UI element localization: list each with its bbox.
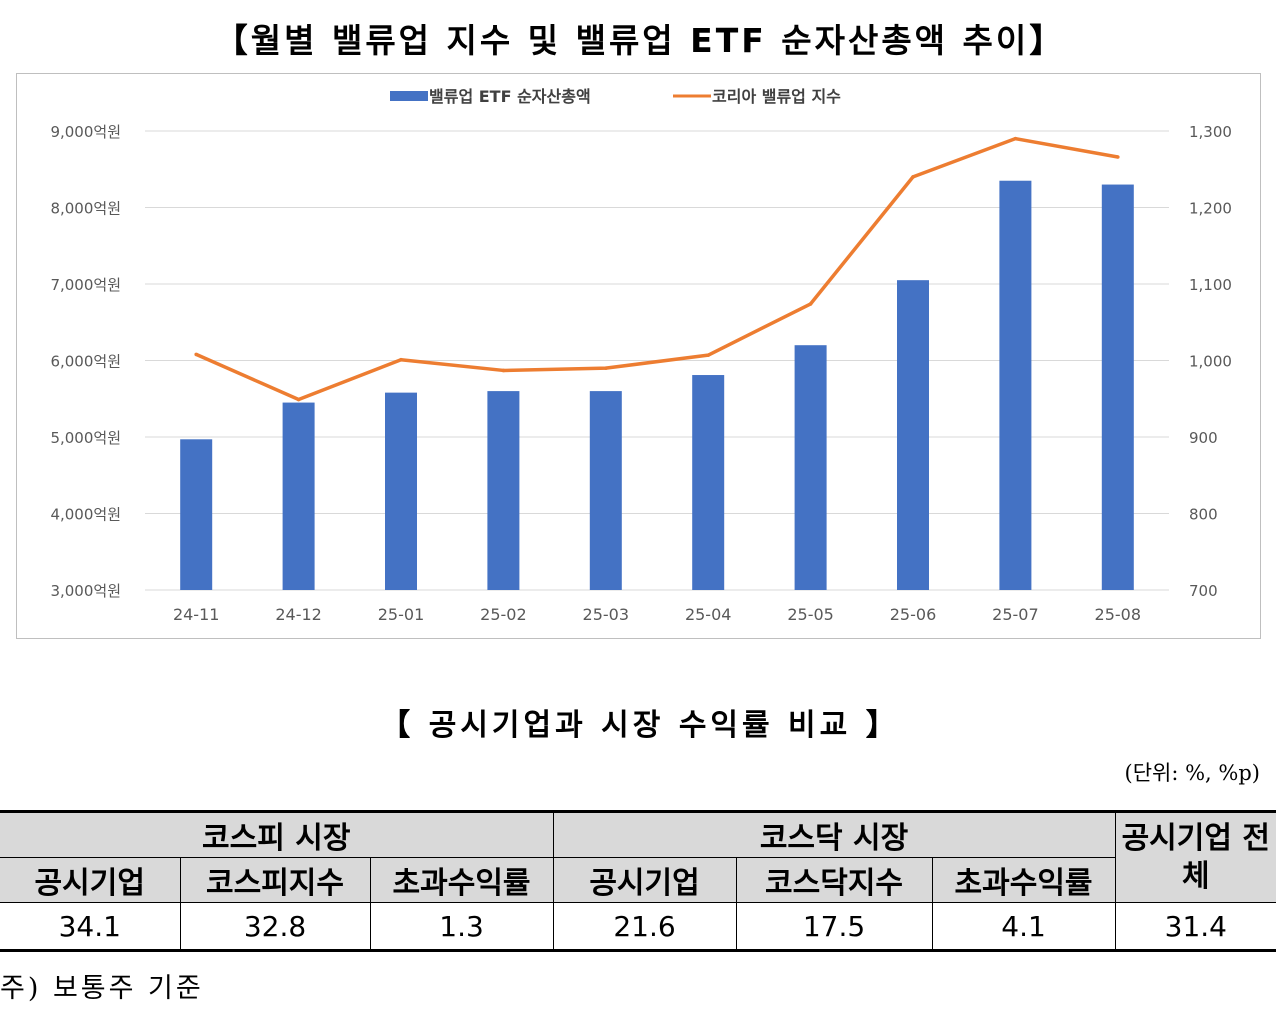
- table-cell: 1.3: [369, 902, 554, 952]
- y-right-tick-label: 1,100: [1189, 276, 1232, 294]
- table-cell: 34.1: [0, 902, 181, 952]
- bar: [1101, 184, 1134, 591]
- y-left-tick-label: 7,000억원: [50, 276, 121, 294]
- y-left-tick-label: 9,000억원: [50, 123, 121, 141]
- line-point: [706, 353, 710, 357]
- y-right-tick-label: 1,200: [1189, 200, 1232, 218]
- line-point: [911, 175, 915, 179]
- line-point: [604, 366, 608, 370]
- combo-chart: 3,000억원 700 4,000억원 800 5,000억원 900 6,000억원 1,0…: [50, 87, 1232, 624]
- x-tick-label: 25-04: [685, 605, 732, 624]
- legend-label: 밸류업 ETF 순자산총액: [429, 87, 591, 106]
- table-cell: 4.1: [931, 902, 1116, 952]
- y-right-tick-label: 900: [1189, 429, 1218, 447]
- line-point: [399, 357, 403, 362]
- bar: [692, 375, 725, 590]
- bar: [487, 391, 520, 590]
- col-header: 코스닥지수: [735, 857, 933, 903]
- y-left-tick-label: 6,000억원: [50, 353, 121, 371]
- y-left-tick-label: 3,000억원: [50, 582, 121, 600]
- x-tick-label: 24-11: [173, 605, 220, 624]
- chart-title: 【월별 밸류업 지수 및 밸류업 ETF 순자산총액 추이】: [214, 21, 1066, 60]
- bar: [999, 180, 1032, 590]
- x-tick-label: 25-01: [378, 605, 425, 624]
- table-title: 【 공시기업과 시장 수익률 비교 】: [380, 708, 900, 743]
- line-point: [296, 397, 301, 402]
- chart-area: 3,000억원 700 4,000억원 800 5,000억원 900 6,000억원 1,0…: [16, 73, 1261, 639]
- bar: [897, 280, 929, 590]
- group-header-all: 공시기업 전체: [1114, 810, 1277, 903]
- line-point: [501, 368, 506, 373]
- x-tick-label: 25-05: [787, 605, 834, 624]
- y-left-tick-label: 4,000억원: [50, 506, 121, 524]
- y-right-tick-label: 1,000: [1189, 353, 1232, 371]
- bar: [589, 391, 622, 590]
- table-cell: 32.8: [179, 902, 371, 952]
- table-cell: 17.5: [735, 902, 933, 952]
- table-cell: 21.6: [552, 902, 737, 952]
- x-tick-label: 25-02: [480, 605, 527, 624]
- bar: [180, 439, 213, 590]
- line-point: [1013, 136, 1018, 141]
- bar: [282, 402, 315, 590]
- y-right-tick-label: 1,300: [1189, 123, 1232, 141]
- footnote: 주) 보통주 기준: [0, 973, 204, 1004]
- line-point: [1116, 155, 1120, 159]
- col-header: 공시기업: [0, 857, 181, 903]
- bar: [385, 392, 417, 590]
- x-tick-label: 24-12: [275, 605, 322, 624]
- legend-swatch-bar: [390, 91, 428, 101]
- y-right-tick-label: 800: [1189, 506, 1218, 524]
- y-right-tick-label: 700: [1189, 582, 1218, 600]
- y-left-tick-label: 8,000억원: [50, 200, 121, 218]
- legend-label: 코리아 밸류업 지수: [712, 87, 841, 106]
- returns-comparison-table: 코스피 시장 코스닥 시장 공시기업 전체 공시기업 코스피지수 초과수익률 공…: [0, 810, 1277, 952]
- x-tick-label: 25-06: [890, 605, 937, 624]
- y-left-tick-label: 5,000억원: [50, 429, 121, 447]
- x-tick-label: 25-07: [992, 605, 1039, 624]
- group-header-kospi: 코스피 시장: [0, 810, 554, 858]
- table-cell: 31.4: [1114, 902, 1277, 952]
- series-line: [195, 136, 1119, 402]
- bar: [794, 345, 827, 590]
- col-header: 초과수익률: [931, 857, 1116, 903]
- x-tick-label: 25-08: [1095, 605, 1142, 624]
- group-header-kosdaq: 코스닥 시장: [552, 810, 1116, 858]
- col-header: 코스피지수: [179, 857, 371, 903]
- x-tick-label: 25-03: [583, 605, 630, 624]
- unit-note: (단위: %, %p): [1124, 761, 1260, 785]
- line-point: [194, 352, 198, 357]
- col-header: 공시기업: [552, 857, 737, 903]
- col-header: 초과수익률: [369, 857, 554, 903]
- line-point: [808, 302, 813, 306]
